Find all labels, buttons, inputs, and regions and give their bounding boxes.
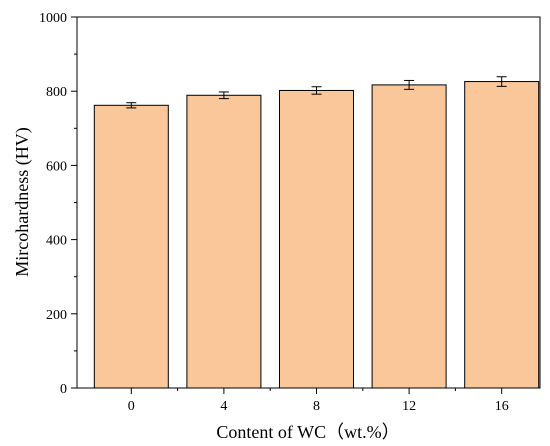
bar [464,81,540,389]
y-tick-label: 200 [46,308,67,323]
x-tick-label: 8 [313,399,320,414]
y-tick-label: 600 [46,159,67,174]
bars [93,81,540,389]
x-tick-label: 16 [495,399,509,414]
y-tick-label: 1000 [39,11,67,26]
bar [279,89,354,389]
bar [371,84,447,389]
x-tick-label: 12 [402,399,416,414]
bar [93,104,169,389]
x-axis: 0 4 8 12 16 [128,388,509,414]
y-axis-title: Mircohardness (HV) [12,127,33,276]
y-tick-label: 0 [60,382,67,397]
y-tick-label: 800 [46,85,67,100]
x-tick-label: 0 [128,399,135,414]
bar [186,94,262,389]
x-tick-label: 4 [220,399,227,414]
y-axis: 0 200 400 600 800 1000 [39,11,77,397]
x-axis-title: Content of WC（wt.%） [216,422,399,442]
error-bars [126,76,507,109]
y-tick-label: 400 [46,234,67,249]
